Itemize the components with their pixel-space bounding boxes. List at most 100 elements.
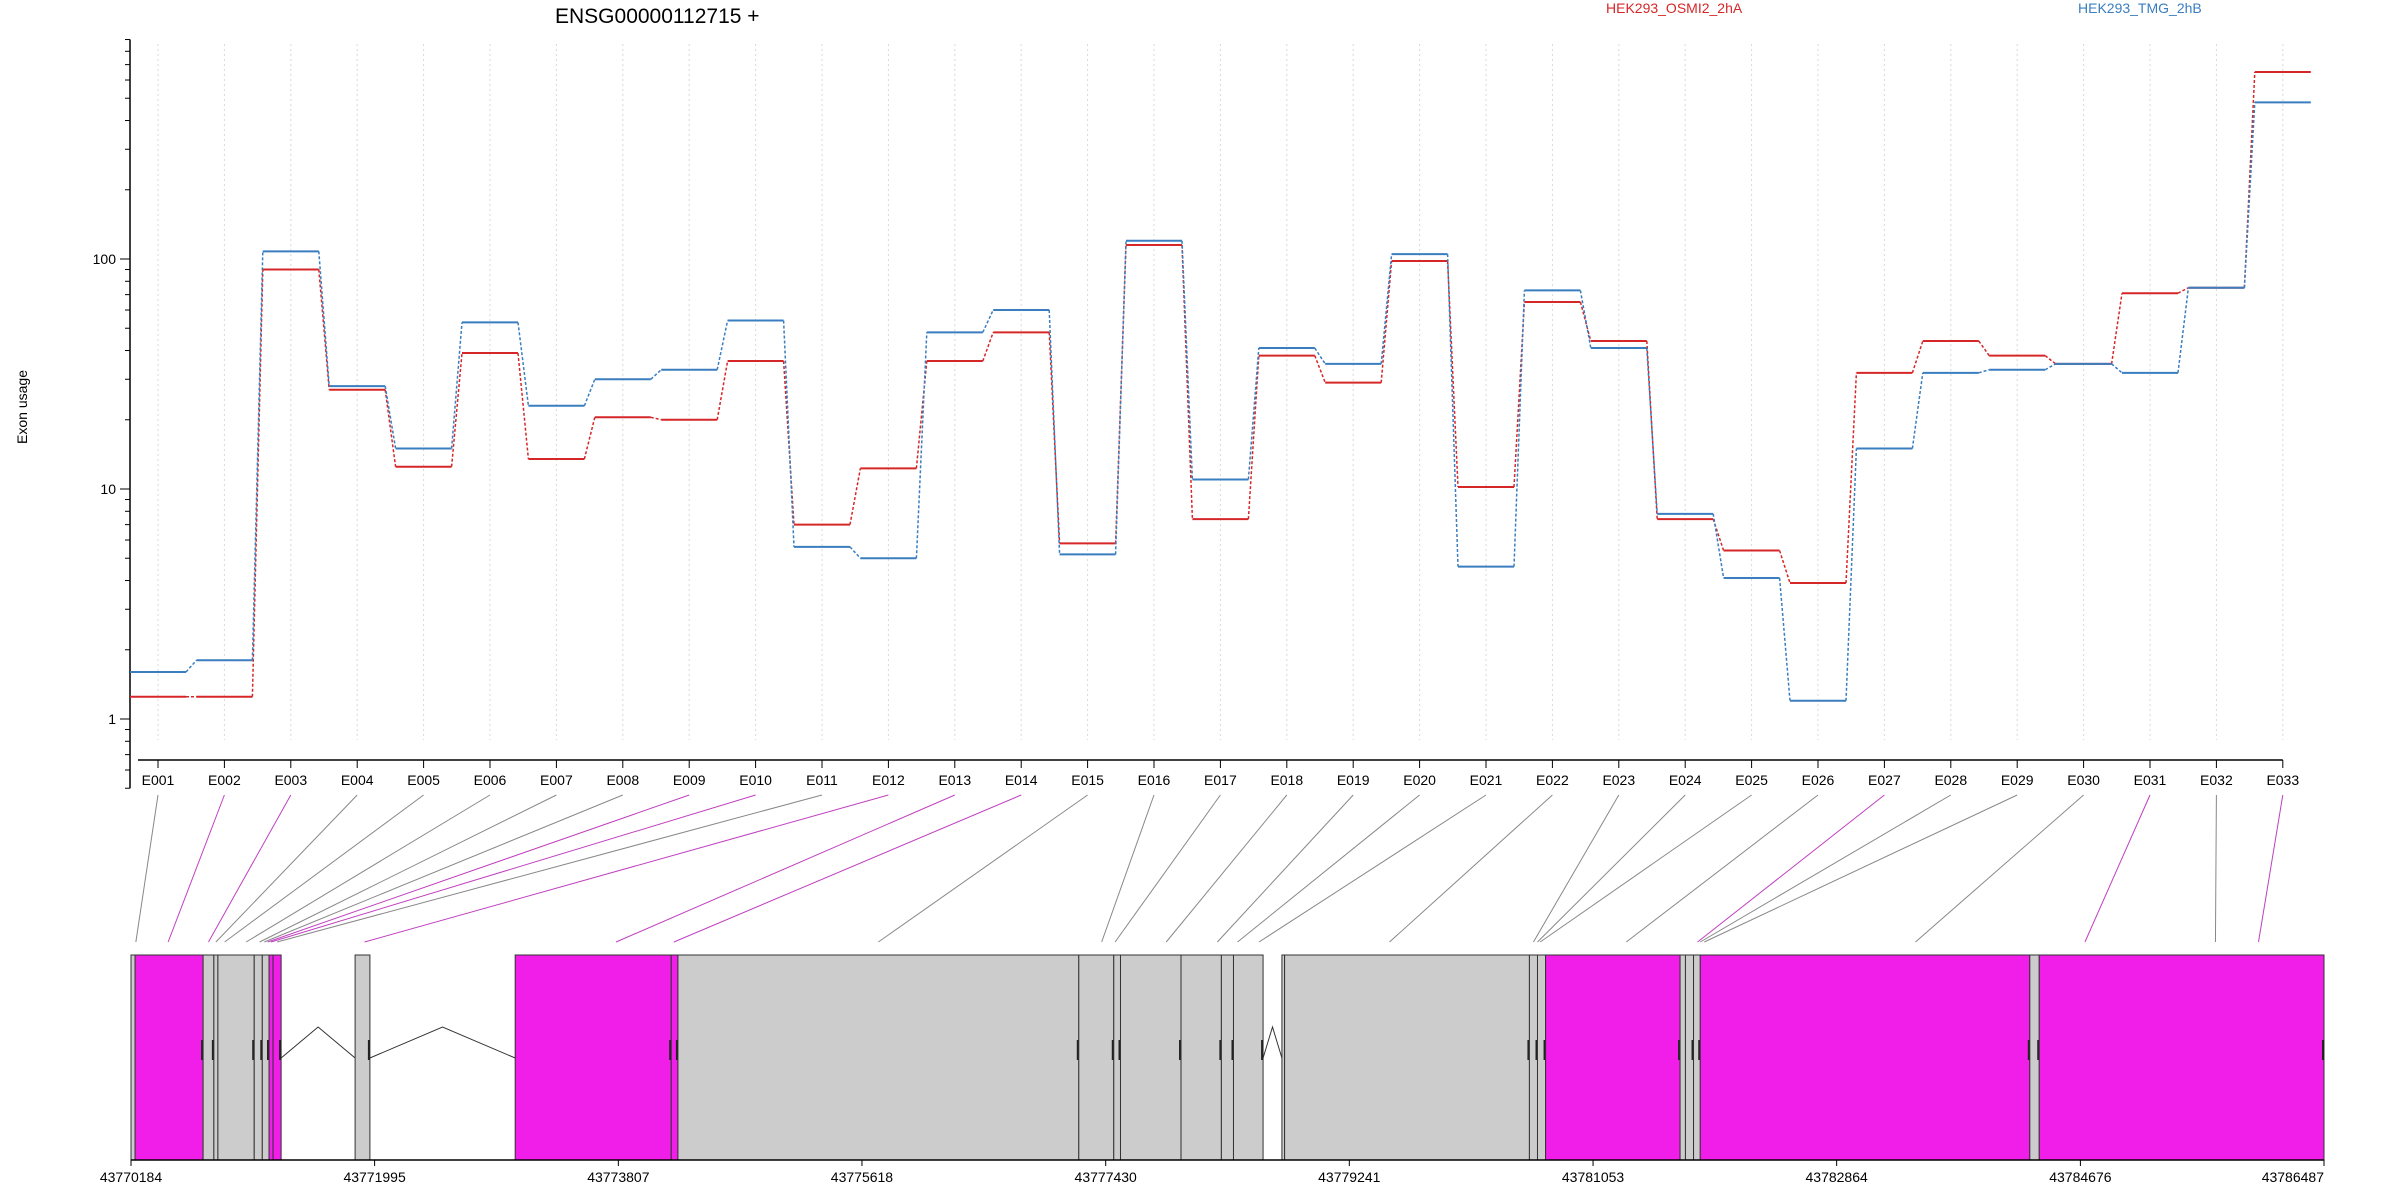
step-connector xyxy=(2177,287,2189,294)
exon-block xyxy=(514,954,672,1161)
x-tick-label: E004 xyxy=(341,772,374,788)
step-connector xyxy=(1513,290,1526,567)
step-connector xyxy=(2044,363,2056,371)
x-tick-label: E003 xyxy=(274,772,307,788)
step-connector xyxy=(1314,347,1326,365)
step-connector xyxy=(1513,301,1526,488)
step-connector xyxy=(1978,340,1990,357)
step-connector xyxy=(1247,355,1260,520)
x-tick-label: E030 xyxy=(2067,772,2100,788)
genomic-tick-label: 43779241 xyxy=(1318,1169,1381,1185)
step-connector xyxy=(318,251,330,387)
connector-E011 xyxy=(276,794,823,943)
connector-E008 xyxy=(264,794,623,943)
genomic-tick-label: 43770184 xyxy=(100,1169,163,1185)
step-connector xyxy=(450,352,463,467)
x-tick-label: E001 xyxy=(142,772,175,788)
step-connector xyxy=(1380,254,1393,364)
connector-E030 xyxy=(1915,794,2084,943)
x-tick-label: E008 xyxy=(606,772,639,788)
x-tick-label: E014 xyxy=(1005,772,1038,788)
gene-model xyxy=(130,954,2325,1161)
step-connector xyxy=(2177,287,2190,373)
x-tick-label: E023 xyxy=(1602,772,1635,788)
x-tick-label: E009 xyxy=(673,772,706,788)
connector-E026 xyxy=(1625,794,1819,943)
connector-E031 xyxy=(2084,794,2151,943)
exon-block xyxy=(217,954,255,1161)
exon-connectors xyxy=(135,794,2284,943)
connector-E012 xyxy=(364,794,889,943)
exon-block xyxy=(130,954,136,1161)
chart-title: ENSG00000112715 + xyxy=(555,5,760,28)
step-connector xyxy=(1446,260,1459,488)
step-connector xyxy=(1778,577,1791,701)
connector-E023 xyxy=(1533,794,1620,943)
x-tick-label: E007 xyxy=(540,772,573,788)
step-connector xyxy=(1181,245,1194,520)
exon-block xyxy=(134,954,204,1161)
exon-block xyxy=(1119,954,1182,1161)
step-connector xyxy=(1845,448,1858,701)
step-connector xyxy=(583,417,596,460)
x-tick-label: E019 xyxy=(1337,772,1370,788)
connector-E017 xyxy=(1114,794,1221,943)
connector-E010 xyxy=(270,794,756,943)
x-tick-label: E016 xyxy=(1138,772,1171,788)
x-tick-label: E031 xyxy=(2134,772,2167,788)
connector-E013 xyxy=(615,794,955,943)
step-connector xyxy=(1978,369,1990,374)
step-connector xyxy=(1845,372,1858,584)
x-tick-label: E011 xyxy=(806,772,838,788)
intron xyxy=(1262,1025,1283,1059)
step-connector xyxy=(583,378,596,407)
connector-E006 xyxy=(245,794,491,943)
step-connector xyxy=(251,269,264,697)
connector-E020 xyxy=(1237,794,1420,943)
connector-E033 xyxy=(2257,794,2284,943)
step-connector xyxy=(1048,309,1061,555)
genomic-tick-label: 43784676 xyxy=(2049,1169,2112,1185)
connector-E021 xyxy=(1258,794,1487,943)
connector-E027 xyxy=(1697,794,1885,943)
x-tick-label: E018 xyxy=(1270,772,1303,788)
step-connector xyxy=(1911,340,1924,374)
step-connector xyxy=(982,332,994,362)
x-tick-label: E028 xyxy=(1934,772,1967,788)
step-connector xyxy=(1646,348,1658,514)
step-connector xyxy=(982,309,994,333)
x-tick-label: E013 xyxy=(938,772,971,788)
genomic-tick-label: 43781053 xyxy=(1562,1169,1625,1185)
y-axis: 1 10 100 xyxy=(93,39,131,789)
x-tick-label: E025 xyxy=(1735,772,1768,788)
y-tick-label: 10 xyxy=(100,481,116,497)
connector-E032 xyxy=(2214,794,2217,943)
step-connector xyxy=(2243,102,2256,288)
series-lines xyxy=(130,71,2311,702)
x-tick-label: E020 xyxy=(1403,772,1436,788)
step-connector xyxy=(450,322,463,449)
x-axis-exon-labels: E001 E002 E003 E004 E005 E006 E007 E008 E009 E010… xyxy=(138,759,2299,788)
exon-block xyxy=(1679,954,1686,1161)
y-axis-label: Exon usage xyxy=(14,370,30,444)
connector-E009 xyxy=(267,794,690,943)
step-connector xyxy=(716,320,729,370)
step-connector xyxy=(318,269,330,390)
connector-E022 xyxy=(1389,794,1553,943)
y-tick-label: 1 xyxy=(108,711,116,727)
connector-E015 xyxy=(878,794,1088,943)
step-connector xyxy=(1314,355,1326,383)
connector-E004 xyxy=(215,794,358,943)
step-connector xyxy=(915,332,928,559)
step-connector xyxy=(716,360,729,420)
x-tick-label: E006 xyxy=(474,772,507,788)
intron xyxy=(369,1026,516,1059)
connector-E002 xyxy=(167,794,225,943)
genomic-tick-label: 43771995 xyxy=(343,1169,406,1185)
step-connector xyxy=(915,360,928,469)
genomic-tick-label: 43773807 xyxy=(587,1169,650,1185)
step-connector xyxy=(1778,550,1791,584)
connector-E014 xyxy=(673,794,1022,943)
step-connector xyxy=(517,322,530,406)
connector-E018 xyxy=(1165,794,1288,943)
